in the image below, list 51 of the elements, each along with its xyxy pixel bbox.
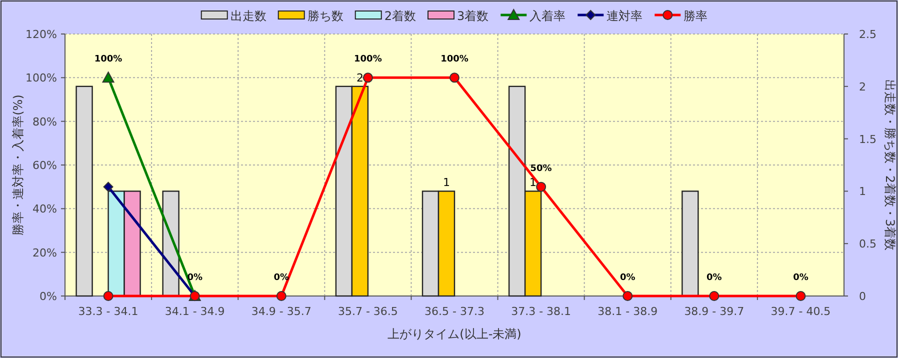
data-label: 0% (793, 273, 808, 283)
data-label: 1 (530, 176, 537, 190)
y2-tick-label: 2 (859, 80, 866, 94)
x-tick-label: 37.3 - 38.1 (511, 305, 572, 318)
y-tick-label: 100% (26, 72, 57, 85)
y2-tick-label: 1 (859, 185, 866, 198)
data-label: 100% (440, 54, 468, 65)
point (709, 291, 720, 301)
x-tick-label: 35.7 - 36.5 (338, 305, 398, 318)
point (622, 291, 633, 301)
y-tick-label: 120% (26, 28, 57, 41)
y2-tick-label: 0 (859, 290, 866, 303)
legend-label: 3着数 (457, 9, 489, 23)
x-axis-title: 上がりタイム(以上-未満) (388, 327, 522, 341)
point (103, 291, 114, 301)
y2-axis-title: 出走数・勝ち数・2着数・3着数 (883, 79, 897, 251)
x-tick-label: 36.5 - 37.3 (424, 305, 484, 318)
x-tick-label: 34.9 - 35.7 (251, 305, 312, 318)
y2-tick-label: 1.5 (859, 132, 876, 146)
legend-label: 連対率 (606, 9, 643, 23)
point (450, 72, 460, 83)
point (276, 291, 286, 301)
legend-label: 出走数 (230, 9, 266, 23)
y-tick-label: 40% (32, 202, 57, 216)
point (796, 291, 806, 301)
y-axis-title: 勝率・連対率・入着率(%) (11, 94, 25, 236)
point (362, 72, 373, 83)
legend-label: 勝率 (684, 9, 708, 23)
point (536, 182, 546, 192)
data-label: 0% (706, 273, 722, 283)
x-tick-label: 39.7 - 40.5 (770, 305, 831, 318)
point (103, 182, 114, 192)
data-label: 1 (443, 176, 450, 190)
data-label: 2 (356, 71, 364, 84)
legend-label: 入着率 (530, 9, 566, 23)
x-tick-label: 38.9 - 39.7 (684, 305, 744, 318)
y-tick-label: 0% (40, 290, 57, 303)
x-tick-label: 34.1 - 34.9 (164, 305, 225, 318)
data-label: 0% (620, 273, 636, 283)
x-tick-label: 33.3 - 34.1 (78, 305, 138, 318)
y-tick-label: 20% (32, 246, 57, 260)
legend-label: 2着数 (384, 9, 416, 23)
y2-tick-label: 0.5 (859, 238, 876, 251)
data-label: 50% (530, 164, 552, 174)
data-label: 100% (354, 54, 382, 65)
x-tick-label: 38.1 - 38.9 (598, 305, 658, 318)
y-tick-label: 60% (32, 159, 57, 172)
legend-label: 勝ち数 (307, 9, 344, 23)
y-tick-label: 80% (32, 115, 57, 128)
data-label: 100% (94, 54, 122, 65)
y2-tick-label: 2.5 (859, 28, 876, 41)
